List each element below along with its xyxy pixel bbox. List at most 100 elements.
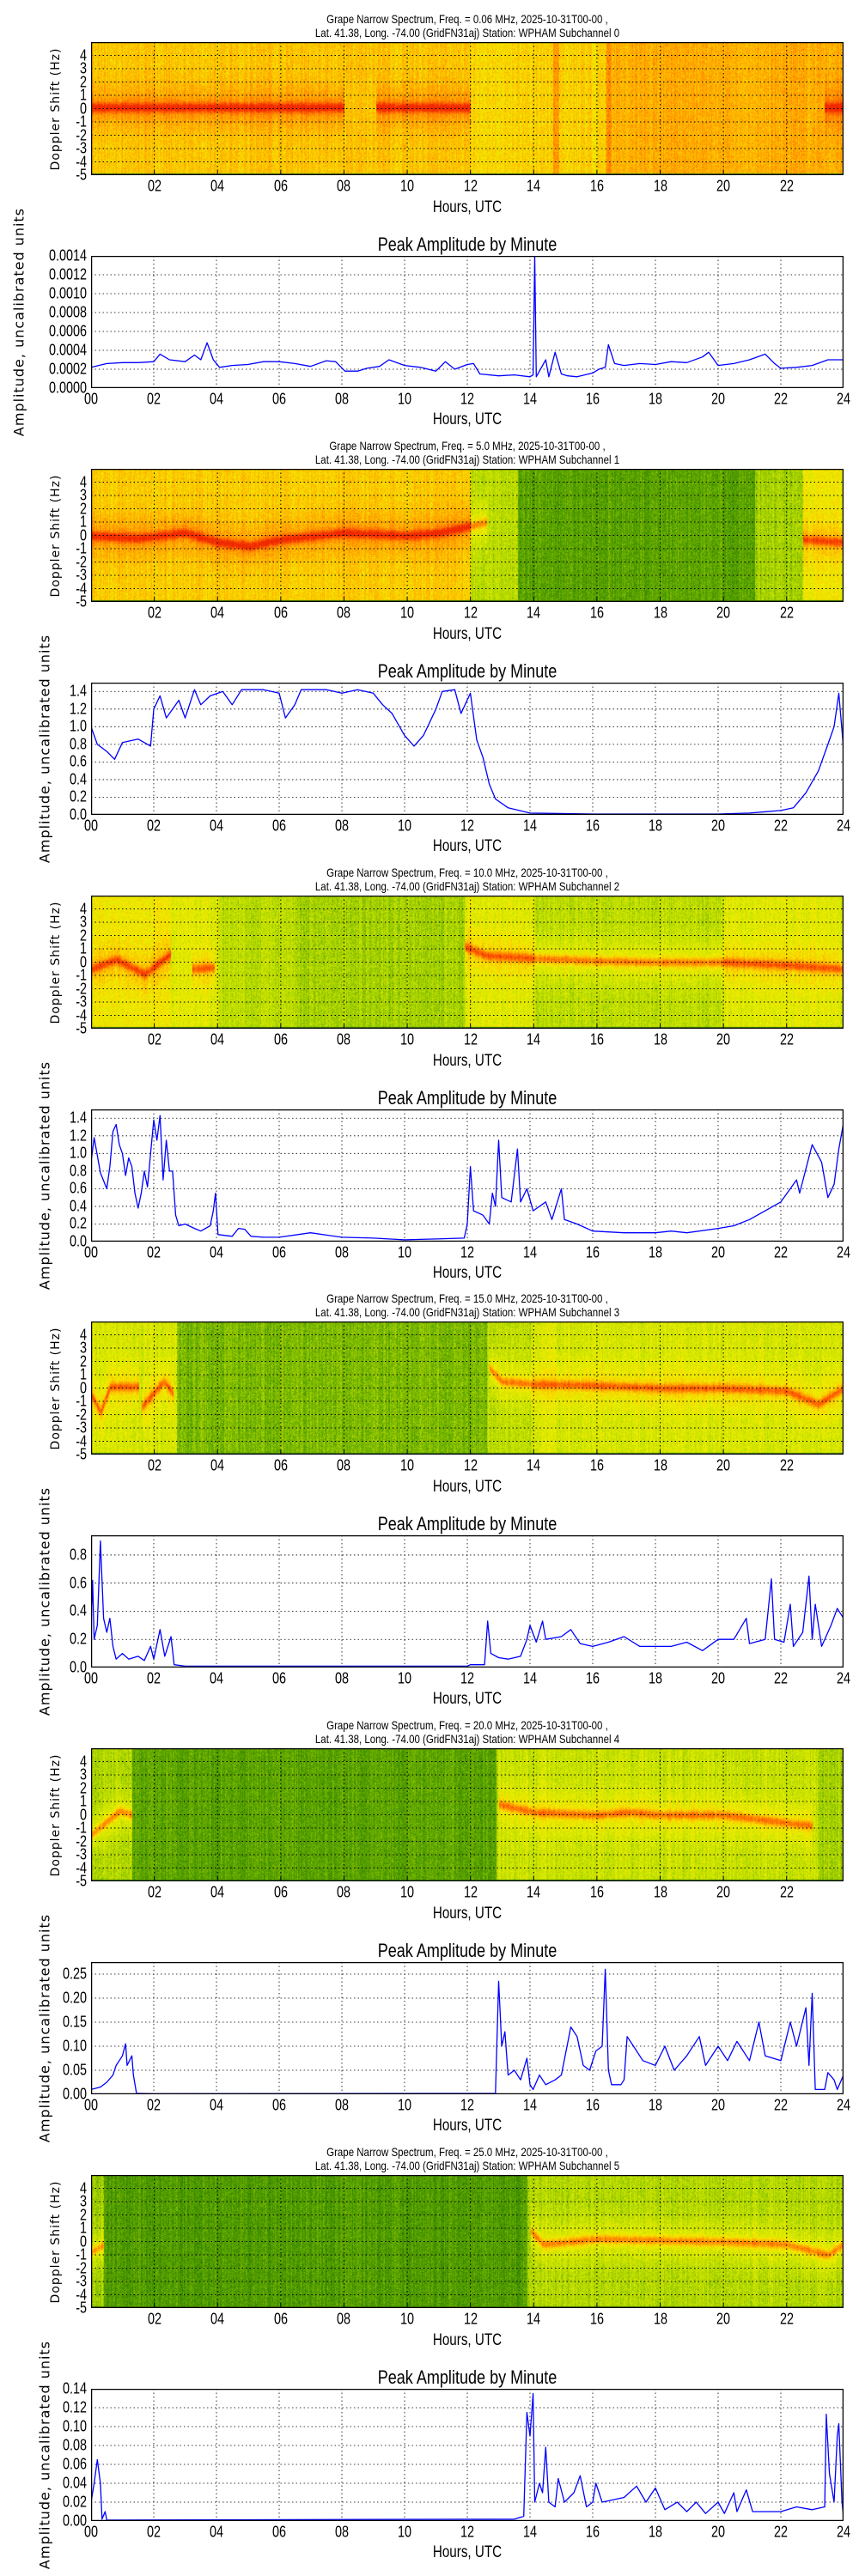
x-tick-label: 02 xyxy=(147,1456,161,1474)
y-tick-label: 0 xyxy=(79,1379,87,1396)
y-tick-label: 0.0 xyxy=(69,805,87,823)
x-tick-label: 06 xyxy=(273,604,288,622)
y-tick-label: 0.2 xyxy=(69,1630,87,1648)
amplitude-plot-title: Peak Amplitude by Minute xyxy=(377,1940,557,1961)
y-tick-label: 0.6 xyxy=(69,1179,87,1197)
x-tick-label: 12 xyxy=(463,1456,478,1474)
y-tick-label: 0.8 xyxy=(69,735,87,753)
amplitude-chart xyxy=(91,683,844,815)
y-tick-label: 0 xyxy=(79,2233,87,2250)
amplitude-chart xyxy=(91,256,844,388)
y-tick-label: 0 xyxy=(79,526,87,544)
channel-block: Grape Narrow Spectrum, Freq. = 15.0 MHz,… xyxy=(0,1279,859,1716)
x-tick-label: 08 xyxy=(337,2310,351,2328)
x-tick-label: 10 xyxy=(397,390,412,408)
x-tick-label: 18 xyxy=(648,1669,663,1687)
y-tick-label: -1 xyxy=(76,539,87,557)
y-tick-label: -4 xyxy=(76,1432,87,1449)
channel-block: Grape Narrow Spectrum, Freq. = 10.0 MHz,… xyxy=(0,854,859,1290)
x-tick-label: 08 xyxy=(334,390,350,408)
channel-block: Grape Narrow Spectrum, Freq. = 5.0 MHz, … xyxy=(0,427,859,863)
amplitude-plot-title: Peak Amplitude by Minute xyxy=(377,1087,557,1109)
x-tick-label: 18 xyxy=(648,1243,663,1261)
amplitude-plot-title: Peak Amplitude by Minute xyxy=(377,1513,557,1534)
x-tick-label: 22 xyxy=(779,1456,794,1474)
y-tick-label: 0.10 xyxy=(62,2417,87,2435)
y-tick-label: -5 xyxy=(76,166,87,184)
x-tick-label: 10 xyxy=(397,817,412,835)
y-tick-label: 4 xyxy=(79,46,87,64)
x-tick-label: 04 xyxy=(209,1669,224,1687)
y-tick-label: 0.6 xyxy=(69,1574,87,1592)
x-axis-label: Hours, UTC xyxy=(432,2117,503,2135)
y-tick-label: 0.4 xyxy=(69,1197,87,1215)
x-tick-label: 06 xyxy=(271,2523,287,2541)
axes-frame xyxy=(91,1109,844,1242)
x-tick-label: 22 xyxy=(773,390,789,408)
x-tick-label: 12 xyxy=(463,2310,478,2328)
x-tick-label: 12 xyxy=(460,390,475,408)
x-tick-label: 16 xyxy=(589,1883,604,1901)
x-tick-label: 22 xyxy=(779,1030,794,1048)
y-tick-label: 1.4 xyxy=(69,682,87,700)
spectrogram-plot xyxy=(91,1748,844,1881)
x-tick-label: 20 xyxy=(710,2523,726,2541)
spectrogram-title-line-2: Lat. 41.38, Long. -74.00 (GridFN31aj) St… xyxy=(314,453,620,466)
x-tick-label: 22 xyxy=(773,2523,789,2541)
x-tick-label: 16 xyxy=(589,1030,604,1048)
y-tick-label: 4 xyxy=(79,1326,87,1343)
y-tick-label: 3 xyxy=(79,59,87,77)
y-tick-label: 3 xyxy=(79,2192,87,2210)
y-tick-label: 2 xyxy=(79,927,87,944)
y-tick-label: 0.05 xyxy=(62,2061,87,2079)
x-tick-label: 00 xyxy=(83,1669,99,1687)
x-tick-label: 04 xyxy=(209,817,224,835)
y-tick-label: 0.0008 xyxy=(48,303,87,321)
y-tick-label: -3 xyxy=(76,993,87,1011)
x-tick-label: 08 xyxy=(334,2096,350,2114)
amplitude-chart xyxy=(91,2389,844,2521)
y-tick-label: 0.2 xyxy=(69,787,87,805)
x-tick-label: 06 xyxy=(273,1456,288,1474)
x-tick-label: 14 xyxy=(527,177,541,195)
x-tick-label: 10 xyxy=(400,1456,415,1474)
amplitude-plot-title: Peak Amplitude by Minute xyxy=(377,660,557,682)
y-tick-label: 0.0 xyxy=(69,1658,87,1676)
x-tick-label: 08 xyxy=(337,177,351,195)
x-tick-label: 20 xyxy=(710,2096,726,2114)
y-axis-label: Amplitude, uncalibrated units xyxy=(36,1486,53,1716)
amplitude-line xyxy=(91,1115,844,1241)
y-tick-label: -3 xyxy=(76,1845,87,1863)
axes-frame xyxy=(91,2175,844,2308)
x-tick-label: 04 xyxy=(210,604,225,622)
x-tick-label: 14 xyxy=(522,390,538,408)
x-tick-label: 00 xyxy=(83,2096,99,2114)
spectrogram-title-line-1: Grape Narrow Spectrum, Freq. = 15.0 MHz,… xyxy=(326,1291,608,1305)
x-tick-label: 20 xyxy=(716,1883,731,1901)
x-tick-label: 02 xyxy=(146,2523,161,2541)
channel-block: Grape Narrow Spectrum, Freq. = 25.0 MHz,… xyxy=(0,2133,859,2569)
amplitude-line xyxy=(91,2392,844,2521)
x-tick-label: 12 xyxy=(460,1243,475,1261)
x-tick-label: 22 xyxy=(779,604,794,622)
x-tick-label: 00 xyxy=(83,2523,99,2541)
x-tick-label: 12 xyxy=(463,604,478,622)
spectrogram-title-line-1: Grape Narrow Spectrum, Freq. = 5.0 MHz, … xyxy=(329,439,606,453)
y-tick-label: 3 xyxy=(79,913,87,931)
spectrogram-title-line-1: Grape Narrow Spectrum, Freq. = 0.06 MHz,… xyxy=(326,12,608,26)
y-tick-label: 0.0014 xyxy=(48,246,87,264)
x-tick-label: 18 xyxy=(653,1456,667,1474)
x-tick-label: 08 xyxy=(337,1883,351,1901)
y-tick-label: 0.0002 xyxy=(48,360,87,378)
y-tick-label: 4 xyxy=(79,900,87,917)
x-tick-label: 24 xyxy=(836,390,851,408)
x-tick-label: 04 xyxy=(209,390,224,408)
x-tick-label: 22 xyxy=(773,2096,789,2114)
y-tick-label: -5 xyxy=(76,1872,87,1890)
x-tick-label: 10 xyxy=(397,2096,412,2114)
y-tick-label: 0.0000 xyxy=(48,379,87,397)
x-tick-label: 06 xyxy=(273,1883,288,1901)
spectrogram-plot xyxy=(91,469,844,602)
y-tick-label: -4 xyxy=(76,153,87,170)
amplitude-plot xyxy=(91,256,844,388)
